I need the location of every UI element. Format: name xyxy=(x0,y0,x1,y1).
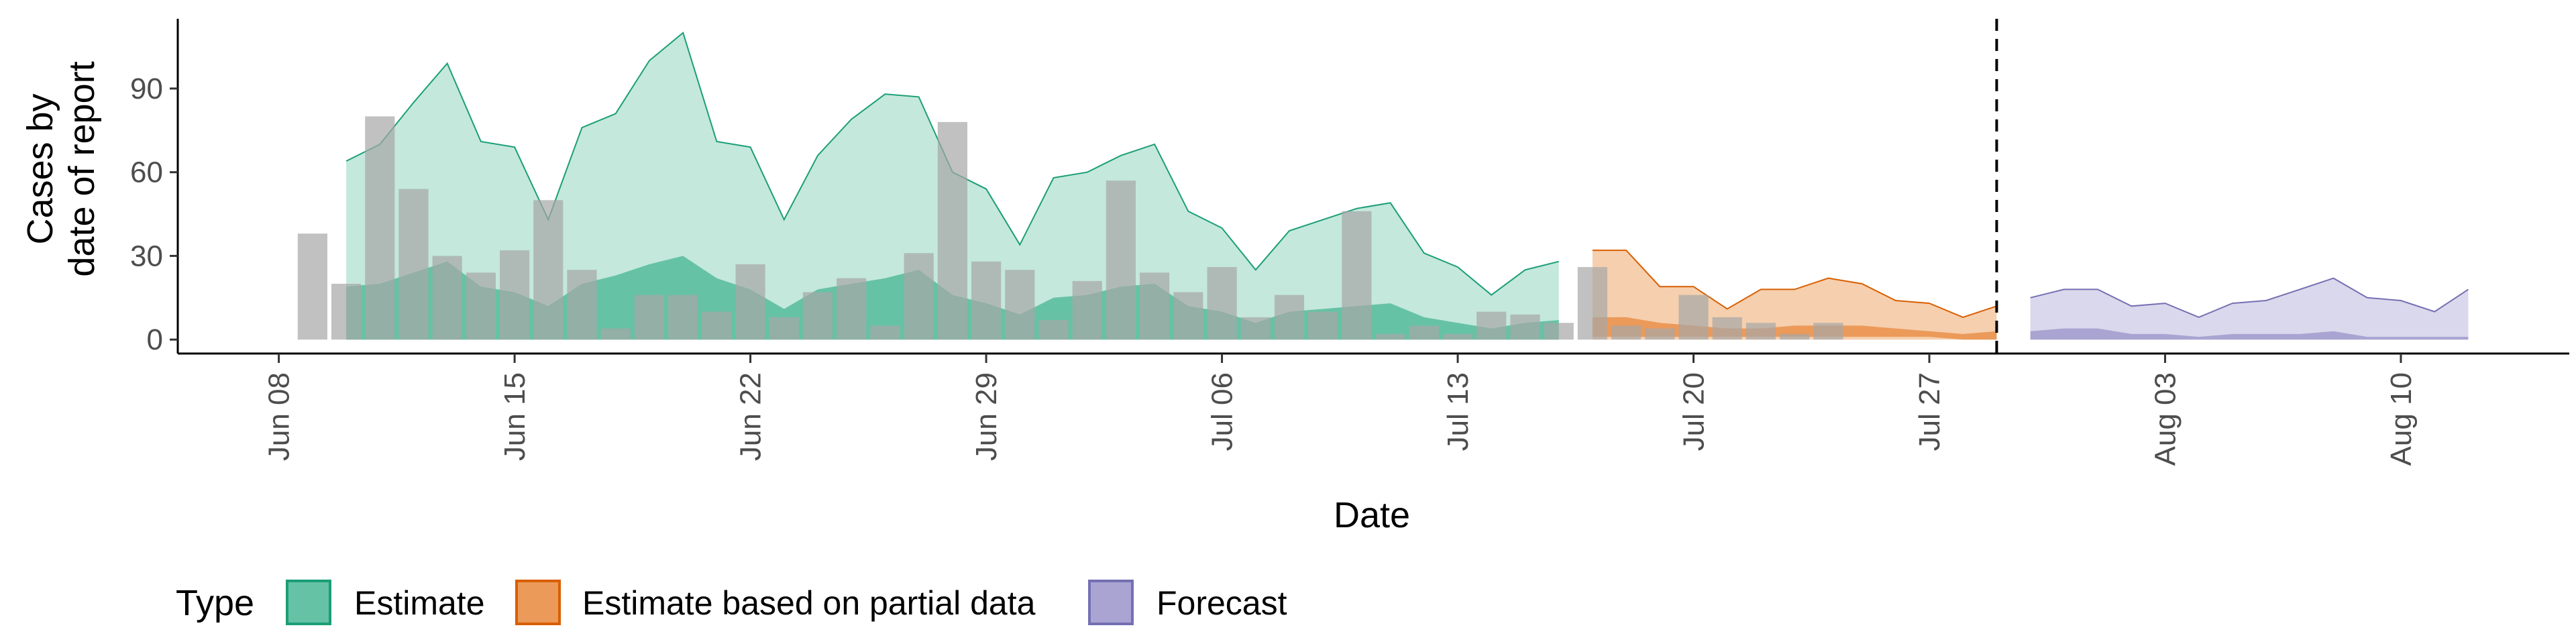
reported-cases-bar xyxy=(500,250,530,340)
reported-cases-bar xyxy=(1072,280,1102,340)
reported-cases-bar xyxy=(600,328,631,340)
reported-cases-bar xyxy=(1712,317,1742,340)
reported-cases-bar xyxy=(1477,311,1507,340)
reported-cases-bar xyxy=(331,284,362,340)
series-forecast-upper-line xyxy=(2030,277,2469,318)
reported-cases-bar xyxy=(1308,311,1338,340)
reported-cases-bar xyxy=(1813,323,1843,340)
x-tick-label: Jun 22 xyxy=(735,372,767,461)
y-tick-label: 0 xyxy=(147,323,163,356)
reported-cases-bar xyxy=(1611,325,1642,340)
reported-cases-bar xyxy=(837,278,867,340)
reported-cases-bar xyxy=(870,325,900,340)
x-tick-label: Jul 13 xyxy=(1442,372,1474,451)
y-tick-label: 60 xyxy=(130,156,163,189)
legend-label-partial: Estimate based on partial data xyxy=(582,584,1036,622)
reported-cases-bar xyxy=(398,189,429,340)
y-ticks: 0 30 60 90 xyxy=(130,72,178,356)
legend-title: Type xyxy=(176,583,254,623)
reported-cases-bar xyxy=(432,256,462,340)
y-tick-label: 90 xyxy=(130,72,163,105)
reported-cases-bar xyxy=(466,272,496,340)
legend-key-partial xyxy=(515,580,561,625)
x-tick-label: Jul 20 xyxy=(1678,372,1711,451)
x-ticks: Jun 08 Jun 15 Jun 22 Jun 29 Jul 06 Jul 13 Jul … xyxy=(263,354,2418,466)
legend-key-forecast xyxy=(1088,580,1134,625)
reported-cases-bar xyxy=(971,261,1002,340)
reported-cases-bar xyxy=(1140,272,1170,340)
reported-cases-bar xyxy=(802,292,833,340)
reported-cases-bar xyxy=(904,253,934,340)
reported-cases-bar xyxy=(1240,317,1271,340)
reported-cases-bar xyxy=(1173,292,1203,340)
reported-cases-bar xyxy=(1207,267,1237,340)
reported-cases-bar xyxy=(668,294,698,340)
x-tick-label: Jul 27 xyxy=(1913,372,1946,451)
reported-cases-bar xyxy=(567,270,597,340)
reported-cases-bar xyxy=(1442,333,1473,340)
reported-cases-bar xyxy=(937,121,967,340)
reported-cases-bar xyxy=(1780,333,1810,340)
x-tick-label: Aug 03 xyxy=(2149,372,2182,466)
legend-label-forecast: Forecast xyxy=(1157,584,1287,622)
x-axis-title: Date xyxy=(1334,495,1410,535)
x-tick-label: Jun 29 xyxy=(970,372,1003,461)
reported-cases-bar xyxy=(1544,323,1574,340)
reported-cases-bar xyxy=(1577,267,1607,340)
reported-cases-bar xyxy=(1342,211,1372,340)
x-tick-label: Jul 06 xyxy=(1206,372,1239,451)
reported-cases-bar xyxy=(1375,333,1405,340)
series-estimate-based-on-partial-data-upper-line xyxy=(1592,250,1997,318)
reported-cases-bar xyxy=(1746,323,1776,340)
reported-cases-bar xyxy=(1645,328,1675,340)
y-axis-title-line-1: Cases by xyxy=(20,93,60,244)
x-tick-label: Jun 15 xyxy=(498,372,531,461)
reported-cases-bars xyxy=(297,116,1843,340)
reported-cases-bar xyxy=(634,294,665,340)
legend: Type Estimate Estimate based on partial … xyxy=(176,580,1287,625)
reported-cases-bar xyxy=(1409,325,1439,340)
y-axis-title-line-2: date of report xyxy=(62,61,102,276)
reported-cases-bar xyxy=(533,200,564,340)
x-tick-label: Jun 08 xyxy=(263,372,296,461)
reported-cases-bar xyxy=(769,317,799,340)
reported-cases-bar xyxy=(1274,294,1305,340)
legend-label-estimate: Estimate xyxy=(354,584,485,622)
axes xyxy=(176,19,2569,355)
reported-cases-bar xyxy=(1005,270,1035,340)
reported-cases-bar xyxy=(1678,294,1709,340)
reported-cases-bar xyxy=(735,264,765,340)
plot-area xyxy=(345,32,2469,340)
x-tick-label: Aug 10 xyxy=(2385,372,2418,466)
reported-cases-bar xyxy=(702,311,732,340)
reported-cases-bar xyxy=(1106,180,1136,340)
reported-cases-bar xyxy=(365,116,395,340)
reported-cases-bar xyxy=(1510,314,1540,340)
series-forecast-inner-band xyxy=(2030,328,2469,340)
reported-cases-bar xyxy=(297,233,327,340)
y-tick-label: 30 xyxy=(130,239,163,272)
reported-cases-bar xyxy=(1038,320,1069,340)
legend-key-estimate xyxy=(286,580,331,625)
